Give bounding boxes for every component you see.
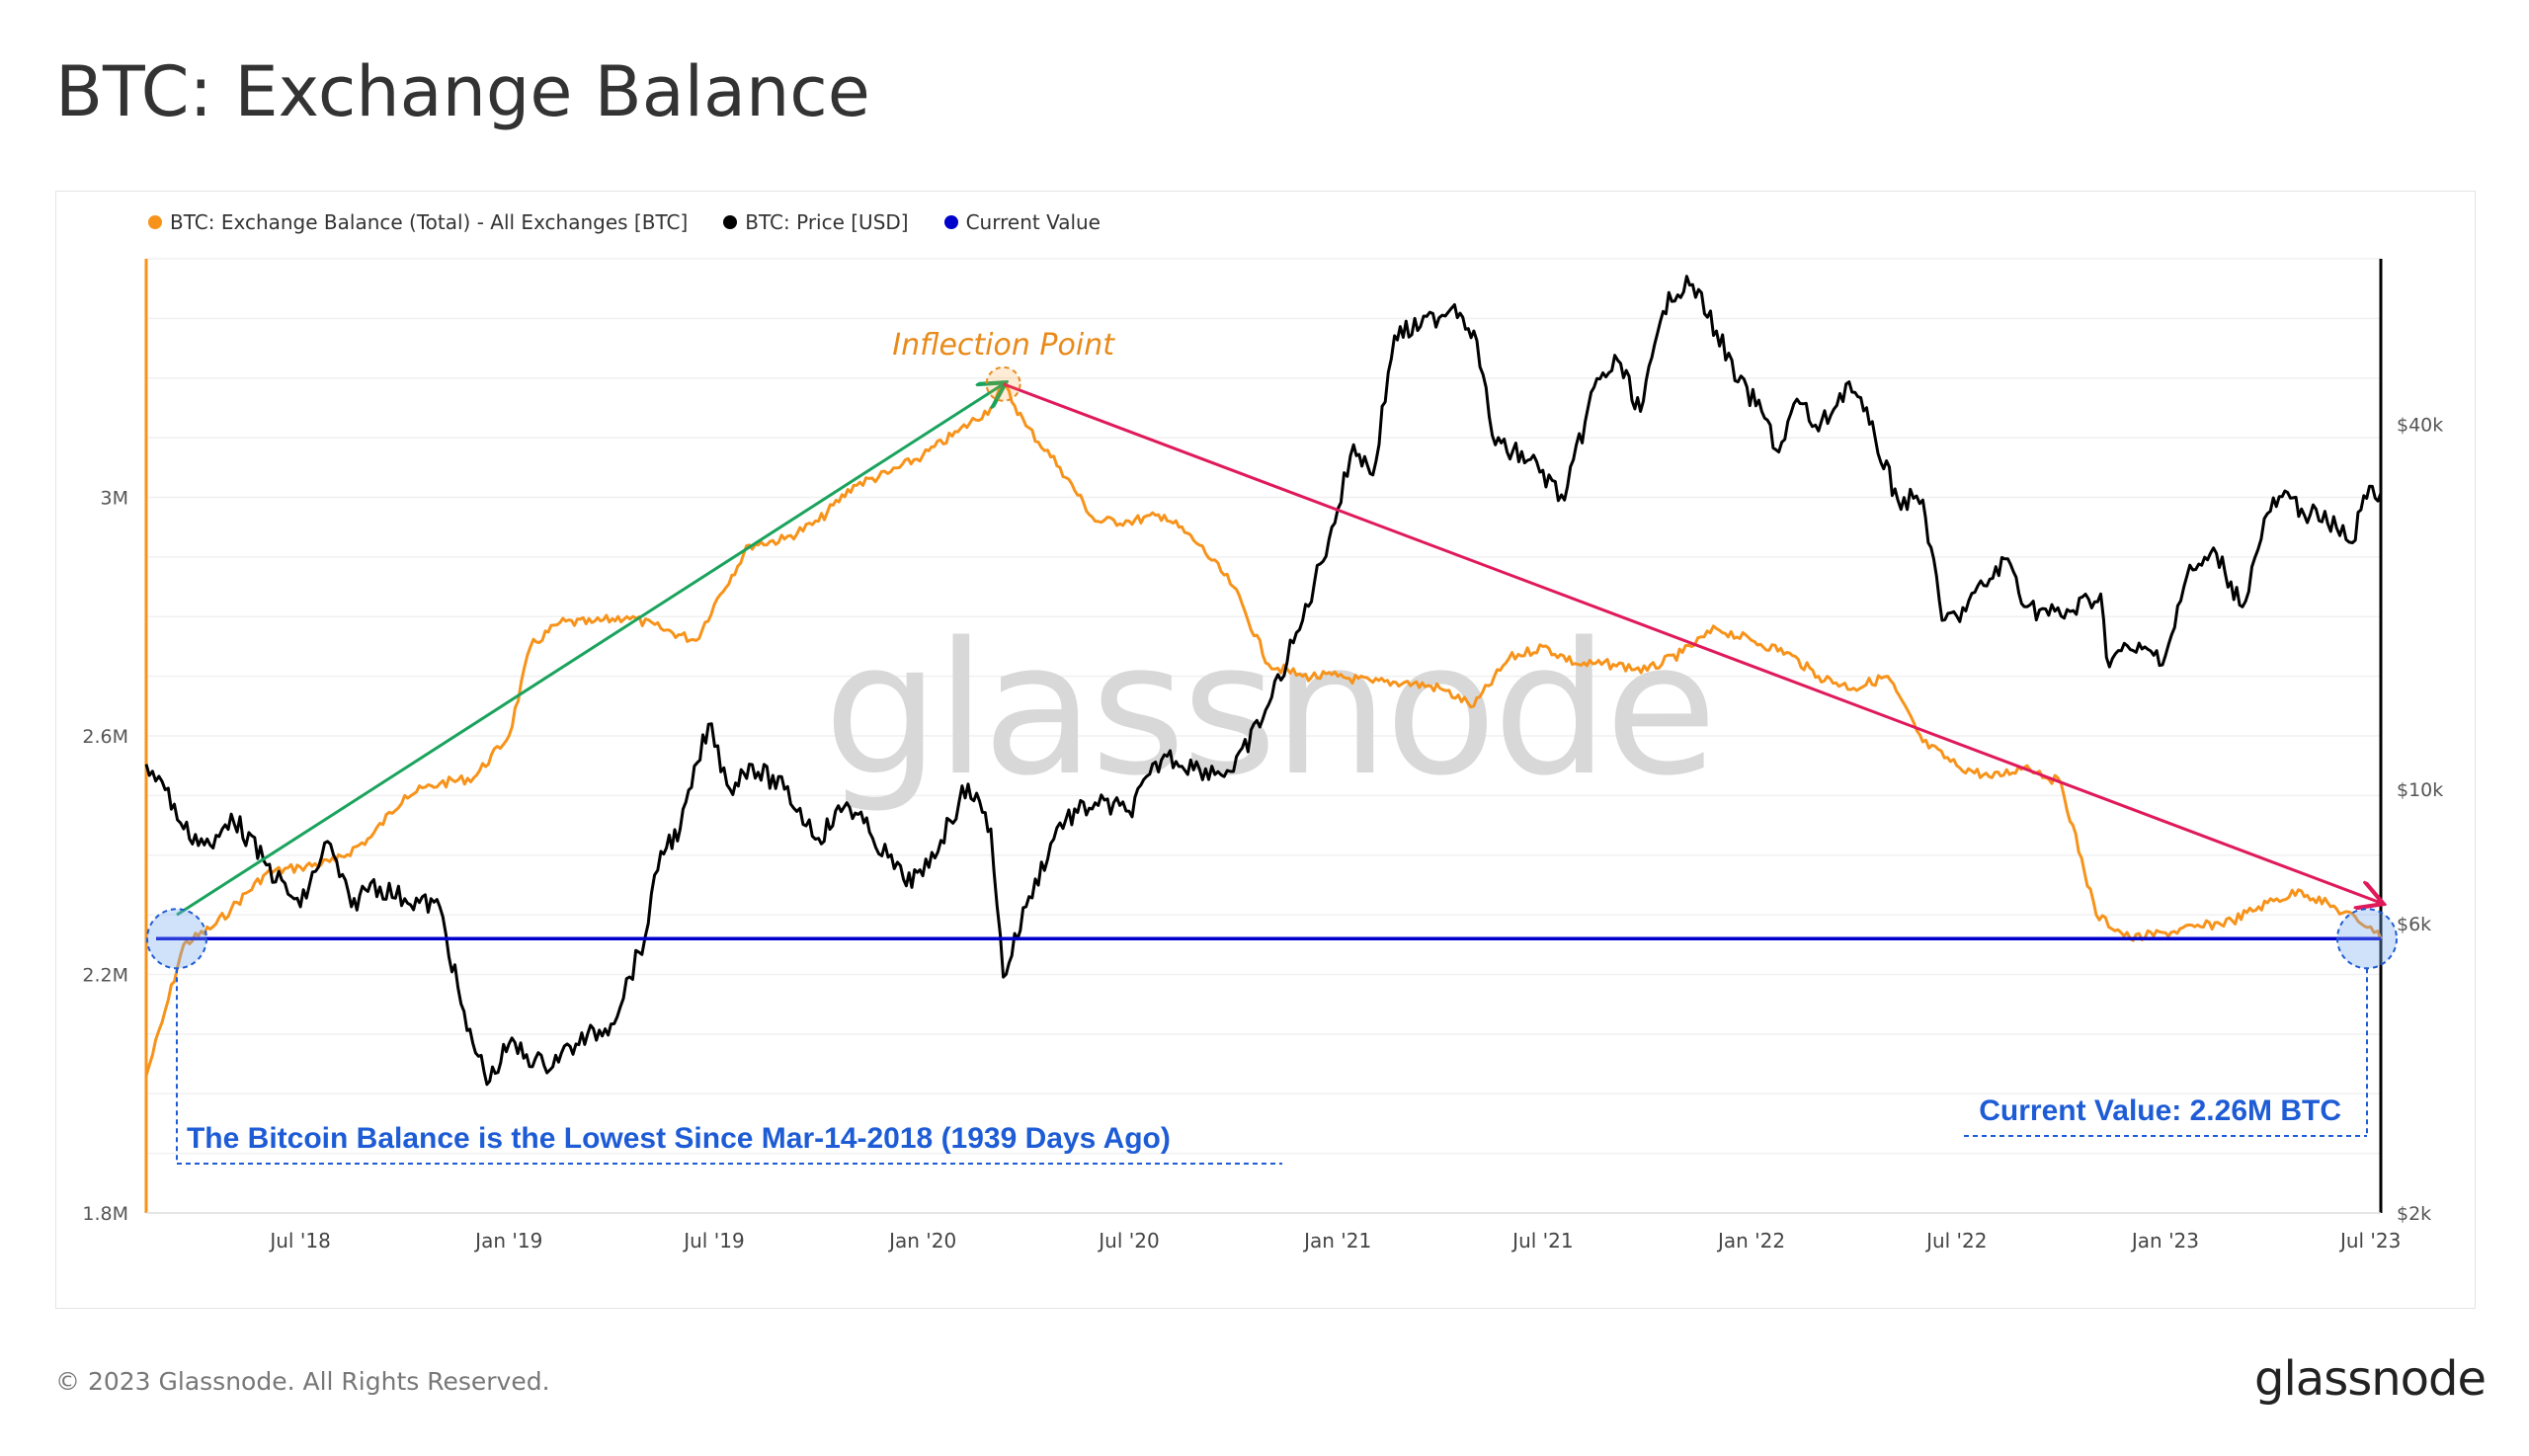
- x-tick-label: Jan '21: [1302, 1229, 1371, 1253]
- x-tick-label: Jan '19: [473, 1229, 542, 1253]
- y-left-tick-label: 1.8M: [82, 1203, 128, 1225]
- legend-price-dot: [723, 215, 738, 229]
- y-left-tick-label: 3M: [101, 488, 128, 510]
- x-tick-label: Jan '22: [1716, 1229, 1785, 1253]
- legend-balance-dot: [148, 215, 162, 229]
- downtrend-arrow: [1003, 382, 2381, 903]
- legend-item-balance[interactable]: BTC: Exchange Balance (Total) - All Exch…: [148, 210, 688, 234]
- x-tick-label: Jul '22: [1924, 1229, 1987, 1253]
- legend-item-current[interactable]: Current Value: [943, 210, 1101, 234]
- x-tick-label: Jul '23: [2338, 1229, 2401, 1253]
- footer-copyright: © 2023 Glassnode. All Rights Reserved.: [55, 1367, 550, 1396]
- y-right-tick-label: $10k: [2397, 779, 2443, 801]
- series-balance-line: [144, 382, 2383, 1077]
- legend-price-label: BTC: Price [USD]: [745, 210, 909, 234]
- page-title: BTC: Exchange Balance: [55, 51, 870, 132]
- glassnode-logo[interactable]: glassnode: [2253, 1351, 2487, 1407]
- y-right-tick-label: $40k: [2397, 415, 2443, 437]
- lowest-annotation: The Bitcoin Balance is the Lowest Since …: [187, 1122, 1171, 1155]
- x-tick-label: Jan '20: [887, 1229, 956, 1253]
- current-point-marker: [2336, 908, 2398, 970]
- lowest-match-marker: [145, 908, 207, 970]
- chart-legend: BTC: Exchange Balance (Total) - All Exch…: [148, 210, 1101, 234]
- inflection-marker: [985, 365, 1021, 402]
- inflection-label: Inflection Point: [892, 328, 1115, 363]
- y-left-tick-label: 2.2M: [82, 965, 128, 987]
- x-tick-label: Jul '20: [1097, 1229, 1159, 1253]
- x-tick-label: Jan '23: [2130, 1229, 2199, 1253]
- legend-current-label: Current Value: [965, 210, 1101, 234]
- y-right-tick-label: $2k: [2397, 1203, 2431, 1225]
- legend-balance-label: BTC: Exchange Balance (Total) - All Exch…: [170, 210, 689, 234]
- x-tick-label: Jul '18: [268, 1229, 330, 1253]
- series-price-line: [144, 275, 2383, 1087]
- chart-card: [55, 191, 2476, 1309]
- current-annotation: Current Value: 2.26M BTC: [1979, 1094, 2341, 1127]
- legend-current-dot: [943, 215, 958, 229]
- x-tick-label: Jul '19: [682, 1229, 744, 1253]
- x-tick-label: Jul '21: [1510, 1229, 1573, 1253]
- y-left-tick-label: 2.6M: [82, 726, 128, 748]
- legend-item-price[interactable]: BTC: Price [USD]: [723, 210, 909, 234]
- y-right-tick-label: $6k: [2397, 914, 2431, 935]
- uptrend-arrow: [176, 384, 1004, 917]
- watermark: glassnode: [824, 603, 1714, 816]
